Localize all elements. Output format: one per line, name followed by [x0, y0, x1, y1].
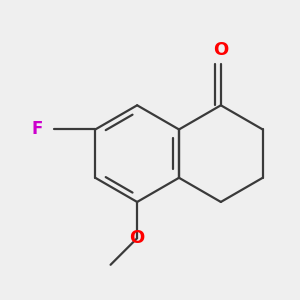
Text: F: F — [32, 121, 43, 139]
Text: O: O — [130, 229, 145, 247]
Text: O: O — [213, 41, 229, 59]
